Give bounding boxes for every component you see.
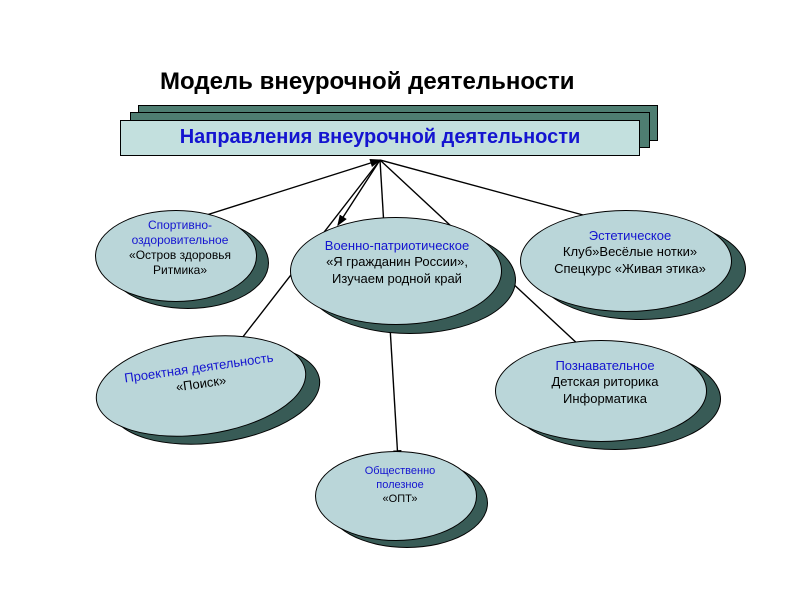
node-text-public: Общественно полезное«ОПТ»: [325, 465, 475, 506]
node-line: Спецкурс «Живая этика»: [530, 261, 730, 277]
title-line1: Модель внеурочной деятельности: [160, 68, 575, 95]
node-line: «Я гражданин России»,: [302, 254, 492, 270]
node-category: Познавательное: [505, 358, 705, 374]
node-line: «ОПТ»: [325, 493, 475, 507]
node-line: Изучаем родной край: [302, 271, 492, 287]
node-line: «Остров здоровья: [105, 248, 255, 263]
node-text-military: Военно-патриотическое«Я гражданин России…: [302, 238, 492, 287]
node-category: Спортивно- оздоровительное: [105, 218, 255, 248]
node-text-sport: Спортивно- оздоровительное«Остров здоров…: [105, 218, 255, 278]
node-line: Информатика: [505, 391, 705, 407]
node-category: Военно-патриотическое: [302, 238, 492, 254]
node-line: Клуб»Весёлые нотки»: [530, 244, 730, 260]
header-label: Направления внеурочной деятельности: [120, 126, 640, 149]
node-text-cognitive: ПознавательноеДетская риторикаИнформатик…: [505, 358, 705, 407]
node-text-aesthetic: ЭстетическоеКлуб»Весёлые нотки»Спецкурс …: [530, 228, 730, 277]
diagram-canvas: Модель внеурочной деятельности в начальн…: [0, 0, 800, 600]
node-line: Детская риторика: [505, 374, 705, 390]
node-line: Ритмика»: [105, 263, 255, 278]
node-category: Эстетическое: [530, 228, 730, 244]
node-category: Общественно полезное: [325, 465, 475, 493]
